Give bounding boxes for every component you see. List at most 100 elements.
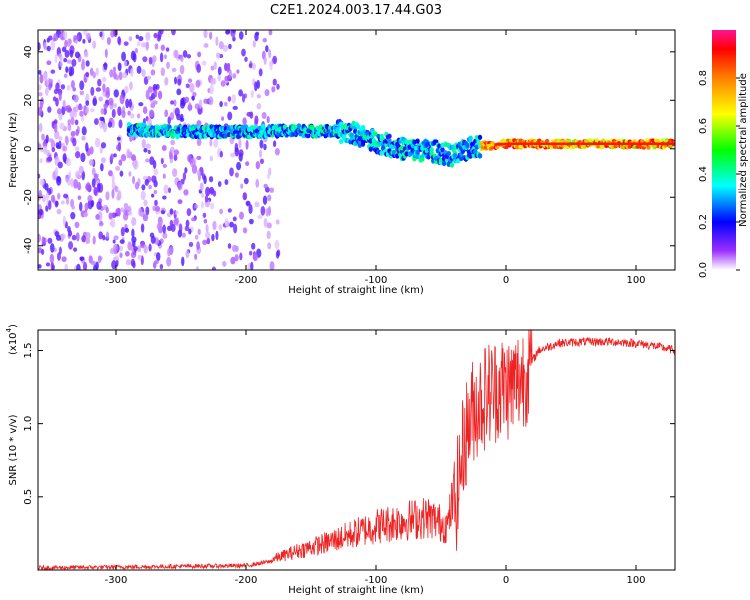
heatmap-ridge-cell [429,147,434,153]
heatmap-ridge-core [496,143,500,146]
heatmap-speckle [104,48,108,58]
heatmap-speckle [99,31,103,38]
heatmap-speckle [194,234,199,240]
heatmap-speckle [162,173,166,179]
heatmap-speckle [120,154,127,162]
heatmap-speckle [100,157,106,164]
heatmap-speckle [42,140,48,148]
colorbar-tick-label: 0.2 [698,214,709,230]
heatmap-speckle [228,69,232,79]
heatmap-speckle [110,248,115,255]
heatmap-speckle [210,65,215,71]
heatmap-ridge-cell [646,145,651,150]
heatmap-ridge-core [559,142,563,145]
heatmap-speckle [112,239,116,244]
heatmap-speckle [59,61,63,68]
heatmap-speckle [96,183,101,193]
heatmap-speckle [90,86,95,96]
heatmap-speckle [195,80,201,88]
heatmap-speckle [54,200,59,208]
heatmap-speckle [145,206,150,216]
heatmap-speckle [213,139,219,148]
snr-series-line [38,330,675,570]
heatmap-speckle [159,52,164,63]
heatmap-speckle [155,252,161,261]
heatmap-ridge-core [574,142,578,145]
heatmap-speckle [262,37,267,43]
heatmap-speckle [117,62,122,72]
colorbar-gradient [712,30,736,270]
heatmap-speckle [272,78,277,86]
heatmap-speckle [153,189,158,195]
heatmap-speckle [267,194,272,202]
heatmap-speckle [82,39,86,44]
heatmap-ridge-core [517,142,521,145]
heatmap-speckle [115,166,121,171]
heatmap-speckle [212,220,217,231]
heatmap-speckle [63,193,69,199]
heatmap-speckle [45,262,51,267]
heatmap-speckle [119,170,124,177]
heatmap-speckle [63,73,68,79]
heatmap-speckle [46,60,52,66]
heatmap-ridge-core [624,142,628,145]
x-tick-label: 0 [503,275,509,286]
heatmap-speckle [152,160,157,169]
heatmap-speckle [122,212,129,221]
heatmap-speckle [61,256,67,263]
heatmap-speckle [236,69,240,74]
heatmap-speckle [92,97,98,107]
heatmap-speckle [91,178,96,188]
heatmap-speckle [153,168,159,176]
heatmap-ridge-core [660,142,664,145]
heatmap-speckle [205,224,209,233]
heatmap-speckle [196,120,202,126]
heatmap-speckle [137,254,142,260]
heatmap-ridge-core [504,142,508,146]
heatmap-ridge-core [595,142,599,145]
heatmap-speckle [160,210,166,215]
heatmap-speckle [115,208,120,215]
heatmap-speckle [250,261,254,270]
heatmap-speckle [186,54,192,59]
heatmap-speckle [105,231,110,240]
heatmap-speckle [142,106,148,115]
heatmap-speckle [203,30,208,39]
heatmap-speckle [162,195,167,200]
heatmap-speckle [50,40,56,51]
heatmap-speckle [38,122,43,133]
heatmap-speckle [89,146,94,155]
heatmap-speckle [242,192,248,201]
heatmap-speckle [229,167,234,177]
heatmap-speckle [82,30,88,36]
heatmap-ridge-core [543,142,547,145]
heatmap-ridge-core [489,143,493,147]
heatmap-speckle [58,140,62,150]
heatmap-speckle [129,81,133,91]
heatmap-speckle [85,60,90,67]
heatmap-ridge-core [603,142,607,145]
heatmap-speckle [211,266,217,270]
snr-y-axis-label: SNR (10 * v/v) [8,414,19,485]
heatmap-speckle [111,173,115,183]
heatmap-speckle [128,171,132,177]
snr-scale-label: (x104) [5,324,19,355]
heatmap-speckle [38,208,44,216]
heatmap-speckle [57,53,62,59]
heatmap-speckle [148,184,152,190]
heatmap-ridge-cell [420,156,425,162]
spectrogram-frame [37,29,676,271]
heatmap-speckle [121,51,127,62]
heatmap-ridge-cell [635,144,640,149]
heatmap-speckle [133,246,139,252]
heatmap-speckle [56,208,62,215]
heatmap-speckle [245,161,250,167]
heatmap-ridge-core [590,142,594,145]
heatmap-speckle [224,101,228,107]
heatmap-speckle [183,189,189,196]
heatmap-speckle [41,248,45,256]
heatmap-ridge-core [564,142,568,145]
heatmap-speckle [243,177,249,185]
heatmap-speckle [53,122,58,133]
heatmap-speckle [95,87,102,92]
